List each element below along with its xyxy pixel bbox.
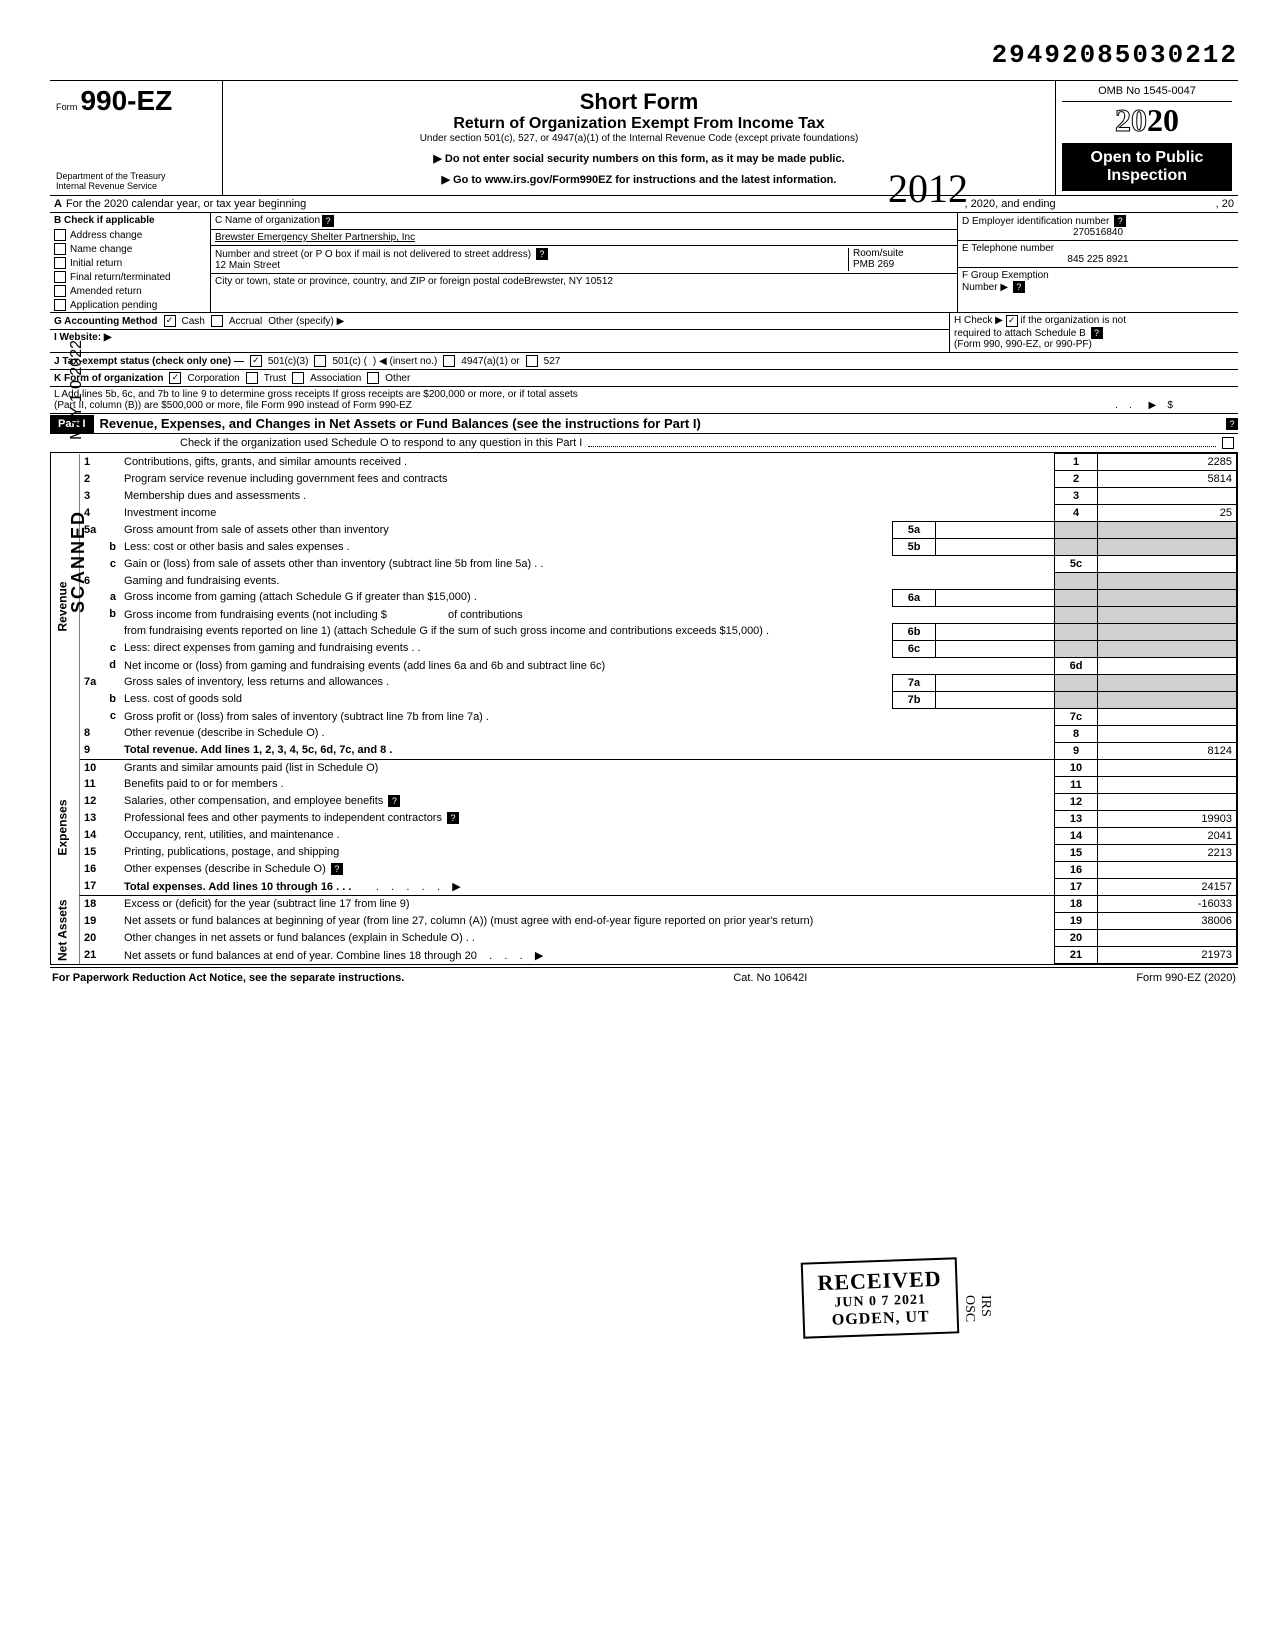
chk-accrual[interactable]	[211, 315, 223, 327]
scanned-stamp: SCANNED	[68, 510, 89, 613]
lines-table: Revenue 1Contributions, gifts, grants, a…	[51, 453, 1237, 964]
city-label: City or town, state or province, country…	[215, 276, 524, 287]
chk-pending[interactable]	[54, 299, 66, 311]
help-icon[interactable]: ?	[322, 215, 334, 227]
chk-other[interactable]	[367, 372, 379, 384]
title-warn: ▶ Do not enter social security numbers o…	[229, 152, 1049, 165]
chk-amended[interactable]	[54, 285, 66, 297]
chk-h[interactable]: ✓	[1006, 315, 1018, 327]
h-line2: required to attach Schedule B	[954, 328, 1086, 339]
chk-schedo[interactable]	[1222, 437, 1234, 449]
footer-center: Cat. No 10642I	[733, 972, 807, 984]
street-label: Number and street (or P O box if mail is…	[215, 249, 531, 260]
chk-501c[interactable]	[314, 355, 326, 367]
ein: 270516840	[962, 227, 1234, 238]
help-icon[interactable]: ?	[447, 812, 459, 824]
title-main: Return of Organization Exempt From Incom…	[229, 115, 1049, 133]
f-label: F Group Exemption	[962, 270, 1049, 281]
g-label: G Accounting Method	[54, 316, 158, 327]
chk-name[interactable]	[54, 243, 66, 255]
side-netassets: Net Assets	[51, 896, 80, 964]
chk-assoc[interactable]	[292, 372, 304, 384]
title-short: Short Form	[229, 89, 1049, 115]
help-icon[interactable]: ?	[1114, 215, 1126, 227]
chk-527[interactable]	[526, 355, 538, 367]
h-line1: H Check ▶	[954, 315, 1003, 326]
chk-corp[interactable]: ✓	[169, 372, 181, 384]
footer: For Paperwork Reduction Act Notice, see …	[50, 967, 1238, 988]
received-stamp: RECEIVED JUN 0 7 2021 OGDEN, UT	[801, 1257, 960, 1338]
phone: 845 225 8921	[962, 254, 1234, 265]
city: Brewster, NY 10512	[524, 276, 613, 287]
chk-final[interactable]	[54, 271, 66, 283]
chk-4947[interactable]	[443, 355, 455, 367]
l-text2: (Part II, column (B)) are $500,000 or mo…	[54, 400, 412, 411]
room: PMB 269	[853, 259, 894, 270]
irs-osc-stamp: IRS OSC	[961, 1295, 993, 1322]
chk-501c3[interactable]: ✓	[250, 355, 262, 367]
chk-cash[interactable]: ✓	[164, 315, 176, 327]
omb-number: OMB No 1545-0047	[1062, 85, 1232, 102]
help-icon[interactable]: ?	[331, 863, 343, 875]
h-line1b: if the organization is not	[1020, 315, 1126, 326]
title-under: Under section 501(c), 527, or 4947(a)(1)…	[229, 133, 1049, 144]
open-public: Open to PublicInspection	[1062, 143, 1232, 191]
help-icon[interactable]: ?	[1013, 281, 1025, 293]
room-label: Room/suite	[853, 248, 904, 259]
c-name-label: C Name of organization	[215, 215, 320, 227]
chk-initial[interactable]	[54, 257, 66, 269]
org-name: Brewster Emergency Shelter Partnership, …	[215, 232, 415, 243]
chk-address[interactable]	[54, 229, 66, 241]
footer-left: For Paperwork Reduction Act Notice, see …	[52, 972, 404, 984]
col-b-header: B Check if applicable	[50, 213, 210, 228]
d-label: D Employer identification number	[962, 216, 1109, 227]
h-line3: (Form 990, 990-EZ, or 990-PF)	[954, 339, 1092, 350]
part1-check: Check if the organization used Schedule …	[180, 437, 582, 449]
chk-trust[interactable]	[246, 372, 258, 384]
tax-year: 2020	[1062, 102, 1232, 139]
l-text: L Add lines 5b, 6c, and 7b to line 9 to …	[54, 389, 578, 400]
part1-title: Revenue, Expenses, and Changes in Net As…	[94, 414, 1224, 433]
e-label: E Telephone number	[962, 243, 1054, 254]
form-header: Form 990-EZ Department of the Treasury I…	[50, 80, 1238, 196]
form-number: 990-EZ	[80, 85, 172, 116]
f-label2: Number ▶	[962, 282, 1008, 293]
side-expenses: Expenses	[51, 759, 80, 896]
block-bcdef: B Check if applicable Address change Nam…	[50, 213, 1238, 313]
dept-irs: Internal Revenue Service	[56, 181, 216, 191]
form-prefix: Form	[56, 102, 77, 112]
dln-number: 29492085030212	[50, 40, 1238, 70]
dept-treasury: Department of the Treasury	[56, 171, 216, 181]
help-icon[interactable]: ?	[536, 248, 548, 260]
footer-right: Form 990-EZ (2020)	[1136, 972, 1236, 984]
help-icon[interactable]: ?	[388, 795, 400, 807]
help-icon[interactable]: ?	[1091, 327, 1103, 339]
help-icon[interactable]: ?	[1226, 418, 1238, 430]
scan-date-stamp: MAY 1 0 2022	[68, 340, 86, 440]
row-a: A For the 2020 calendar year, or tax yea…	[50, 196, 1238, 213]
street: 12 Main Street	[215, 260, 280, 271]
handwritten-year: 2012	[888, 165, 968, 212]
